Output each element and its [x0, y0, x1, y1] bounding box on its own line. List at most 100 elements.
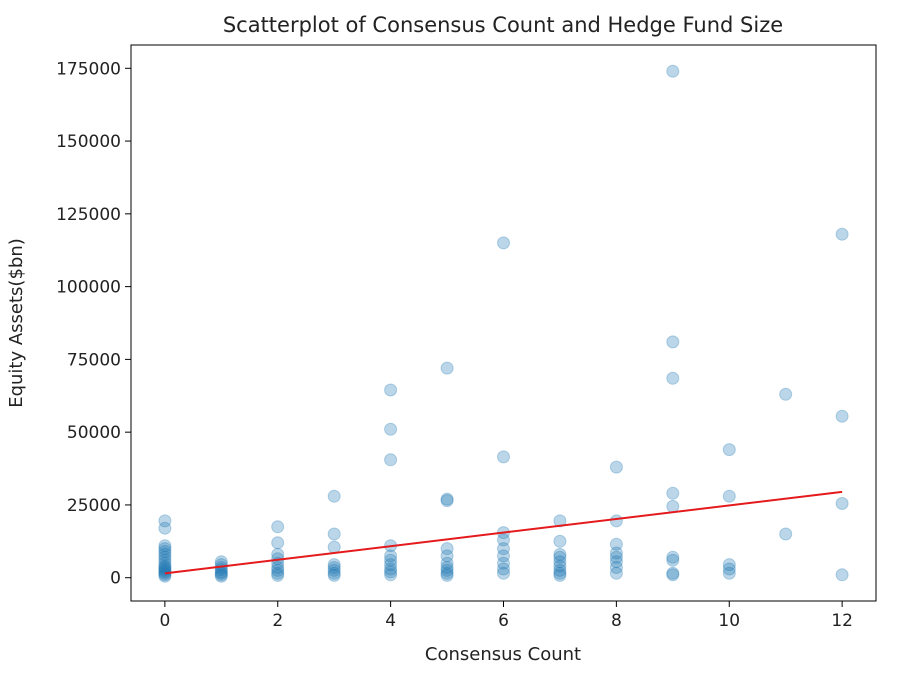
- scatter-point: [384, 568, 398, 582]
- scatter-point: [384, 562, 398, 576]
- scatter-point: [497, 533, 510, 547]
- chart-title: Scatterplot of Consensus Count and Hedge…: [223, 13, 783, 37]
- x-tick-label: 12: [831, 611, 853, 631]
- scatter-point: [440, 492, 454, 506]
- scatter-point: [158, 547, 172, 561]
- y-axis-ticks: 0 25000 50000 75000 100000 125000 150000 175000: [56, 59, 131, 589]
- scatter-point: [609, 460, 623, 474]
- scatter-point: [384, 549, 398, 563]
- scatter-point: [666, 566, 680, 580]
- scatter-point: [553, 559, 567, 573]
- scatter-point: [327, 540, 341, 554]
- scatter-point: [553, 514, 567, 528]
- scatter-point: [609, 514, 623, 528]
- scatter-point: [158, 542, 172, 556]
- x-tick-label: 6: [498, 611, 509, 631]
- scatter-point: [497, 549, 510, 563]
- scatter-point: [497, 236, 510, 250]
- scatter-point: [440, 556, 454, 570]
- x-tick-label: 8: [611, 611, 622, 631]
- scatter-point: [440, 542, 454, 556]
- scatter-point: [553, 566, 567, 580]
- scatter-point: [666, 553, 680, 567]
- x-axis-title: Consensus Count: [425, 644, 581, 665]
- scatter-point: [271, 566, 285, 580]
- scatter-point: [722, 489, 736, 503]
- scatter-point: [440, 566, 454, 580]
- scatter-point: [440, 568, 454, 582]
- scatter-point: [384, 383, 398, 397]
- y-tick-label: 25000: [67, 496, 121, 516]
- y-tick-label: 150000: [56, 132, 121, 152]
- scatter-point: [609, 546, 623, 560]
- y-tick-label: 50000: [67, 423, 121, 443]
- scatter-point: [553, 550, 567, 564]
- scatter-point: [158, 568, 172, 582]
- scatter-point: [497, 450, 510, 464]
- scatter-point: [271, 536, 285, 550]
- scatter-point: [779, 527, 793, 541]
- scatter-point: [158, 539, 172, 553]
- scatter-point: [609, 537, 623, 551]
- scatter-point: [666, 550, 680, 564]
- scatter-point: [158, 553, 172, 567]
- scatter-point: [214, 555, 228, 569]
- y-tick-label: 0: [110, 569, 121, 589]
- scatter-point: [440, 563, 454, 577]
- scatter-point: [158, 545, 172, 558]
- y-tick-label: 125000: [56, 205, 121, 225]
- scatter-point: [384, 453, 398, 467]
- scatter-point: [158, 521, 172, 535]
- scatter-point: [158, 556, 172, 570]
- scatter-point: [440, 549, 454, 563]
- scatter-point: [158, 514, 172, 528]
- scatter-point: [158, 550, 172, 564]
- scatter-point: [835, 568, 849, 582]
- scatter-point: [327, 563, 341, 577]
- scatter-point: [553, 547, 567, 561]
- scatter-point: [553, 555, 567, 569]
- scatter-point: [666, 371, 680, 385]
- x-tick-label: 10: [718, 611, 740, 631]
- x-tick-label: 2: [272, 611, 283, 631]
- scatter-point: [158, 559, 172, 573]
- scatter-point: [779, 387, 793, 401]
- scatter-point: [722, 443, 736, 457]
- scatter-point: [440, 361, 454, 375]
- scatter-point: [497, 566, 510, 580]
- scatter-point: [609, 555, 623, 569]
- scatter-point: [497, 542, 510, 556]
- scatter-point: [440, 561, 454, 574]
- scatter-point: [271, 568, 285, 582]
- regression-line: [164, 490, 843, 575]
- scatter-point: [271, 520, 285, 534]
- scatter-point: [327, 566, 341, 580]
- scatter-point: [327, 561, 341, 574]
- scatter-point: [271, 563, 285, 577]
- fit-line-layer: [164, 490, 843, 575]
- scatter-point: [327, 489, 341, 503]
- scatter-point: [440, 494, 454, 508]
- scatter-point: [835, 227, 849, 241]
- x-tick-label: 4: [385, 611, 396, 631]
- scatter-point: [214, 569, 228, 583]
- scatter-point: [609, 561, 623, 574]
- scatter-point: [553, 568, 567, 582]
- plot-frame: [130, 44, 877, 602]
- scatter-point: [666, 568, 680, 582]
- x-axis-ticks: 0 2 4 6 8 10 12: [159, 601, 853, 631]
- scatter-point: [214, 568, 228, 582]
- scatter-point: [609, 566, 623, 580]
- scatter-point: [609, 550, 623, 564]
- scatter-point: [384, 422, 398, 436]
- scatter-point: [327, 527, 341, 541]
- scatter-point: [384, 565, 398, 579]
- scatter-point: [327, 558, 341, 572]
- scatter-point: [553, 563, 567, 577]
- scatter-point: [722, 558, 736, 572]
- y-axis-title: Equity Assets($bn): [6, 238, 27, 408]
- scatter-point: [666, 335, 680, 349]
- scatter-point: [722, 566, 736, 580]
- points-layer: [158, 64, 849, 583]
